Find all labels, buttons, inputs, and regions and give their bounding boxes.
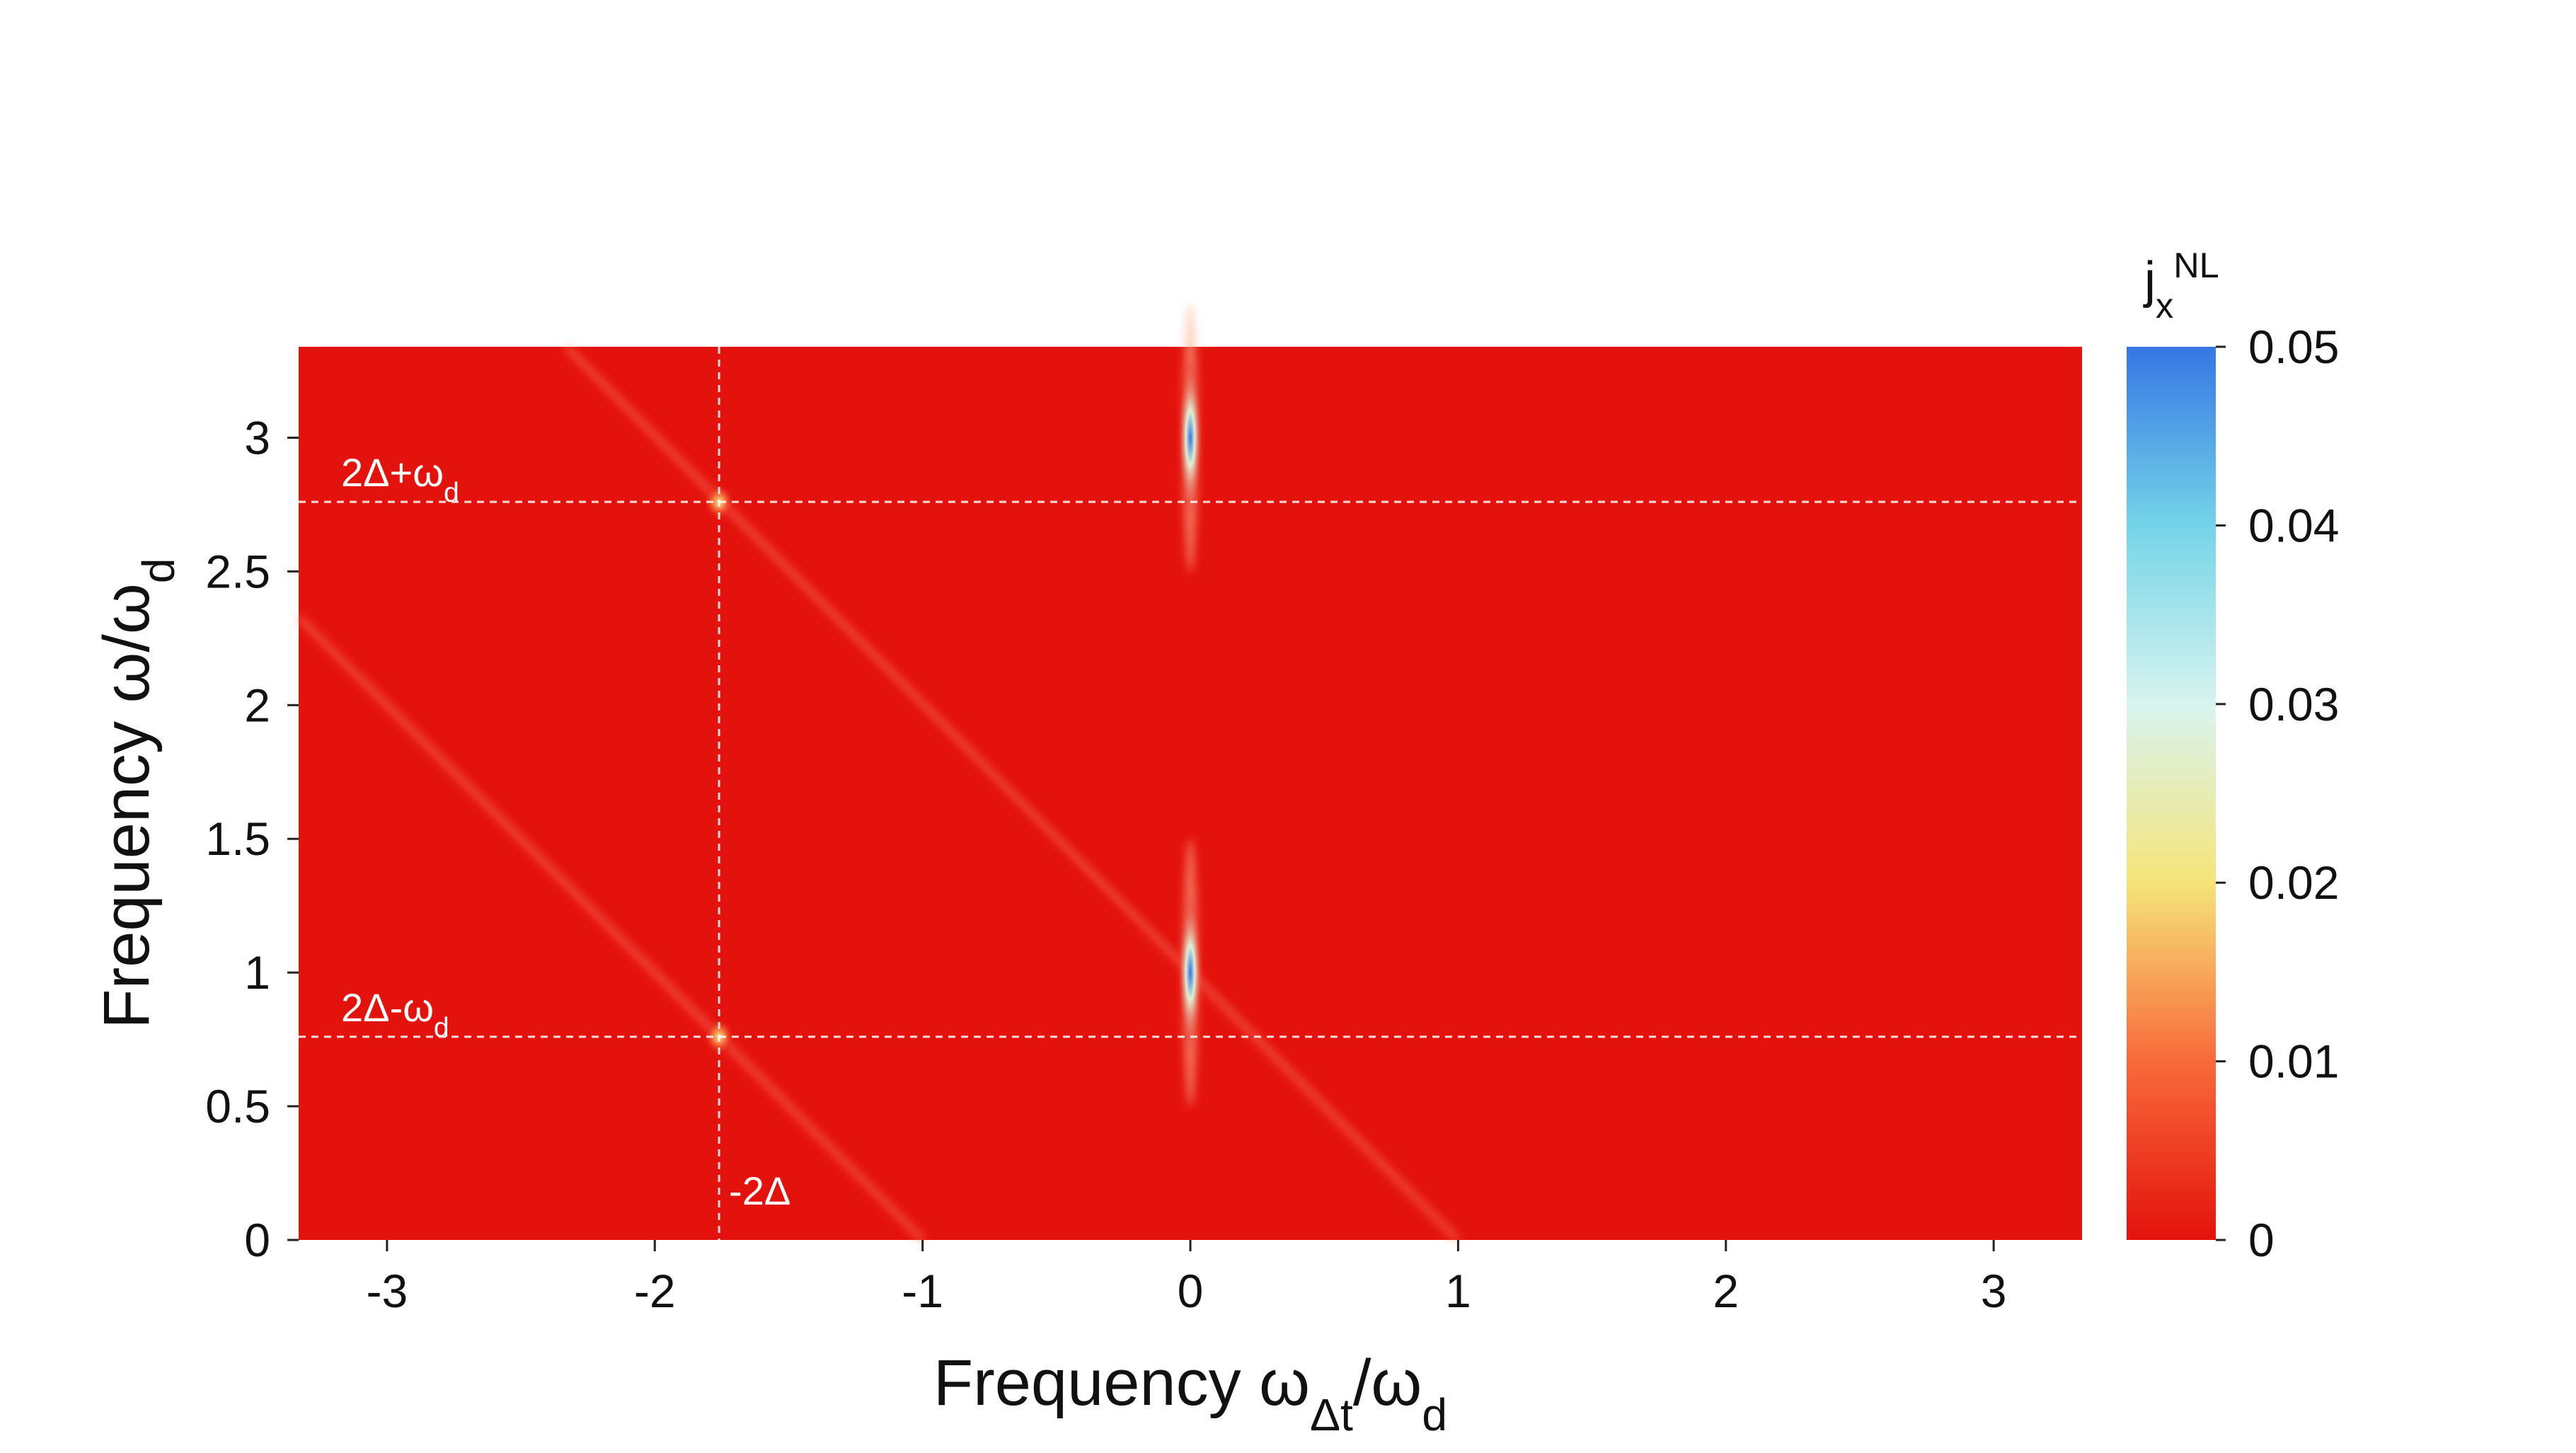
colorbar-tick-label: 0.03 bbox=[2248, 678, 2339, 730]
annotation-label: 2Δ-ωd bbox=[341, 985, 449, 1043]
y-tick-label: 3 bbox=[244, 411, 270, 464]
diagonal-streak bbox=[296, 614, 926, 1243]
annotation-label-part: -2Δ bbox=[729, 1168, 790, 1213]
colorbar-label-part: j bbox=[2143, 252, 2156, 309]
annotation-label: -2Δ bbox=[729, 1168, 790, 1213]
y-tick-label: 2 bbox=[244, 679, 270, 731]
y-axis-label-part: Frequency ω/ω bbox=[91, 583, 163, 1028]
x-tick-label: -2 bbox=[634, 1265, 676, 1317]
y-axis-label-part: d bbox=[133, 558, 184, 583]
colorbar-tick-label: 0.01 bbox=[2248, 1035, 2339, 1088]
annotation-label-part: 2Δ-ω bbox=[341, 985, 434, 1030]
x-axis-label-part: d bbox=[1422, 1389, 1447, 1440]
annotation-label-part: d bbox=[444, 478, 459, 508]
x-tick-label: -3 bbox=[367, 1265, 408, 1317]
peak bbox=[1178, 895, 1203, 1051]
y-axis-label: Frequency ω/ωd bbox=[91, 558, 184, 1028]
colorbar-tick-label: 0.04 bbox=[2248, 499, 2339, 551]
x-axis-label-part: Frequency ω bbox=[933, 1347, 1310, 1419]
annotation-label-part: d bbox=[434, 1012, 449, 1043]
annotation-label-part: 2Δ+ω bbox=[341, 450, 444, 495]
y-tick-label: 1 bbox=[244, 946, 270, 999]
colorbar-label: jxNL bbox=[2143, 245, 2219, 326]
colorbar-tick-label: 0 bbox=[2248, 1214, 2275, 1266]
colorbar-tick-label: 0.05 bbox=[2248, 321, 2339, 373]
y-tick-label: 2.5 bbox=[205, 545, 270, 597]
colorbar-label-part: NL bbox=[2173, 245, 2219, 285]
y-tick-label: 0 bbox=[244, 1214, 270, 1266]
x-axis-label-part: Δt bbox=[1310, 1389, 1353, 1440]
annotation-label: 2Δ+ωd bbox=[341, 450, 459, 508]
x-tick-label: -1 bbox=[902, 1265, 943, 1317]
colorbar bbox=[2127, 347, 2216, 1240]
x-tick-label: 0 bbox=[1178, 1265, 1204, 1317]
colorbar-label-part: x bbox=[2156, 285, 2173, 326]
x-tick-label: 1 bbox=[1445, 1265, 1471, 1317]
x-axis-label: Frequency ωΔt/ωd bbox=[933, 1347, 1447, 1440]
colorbar-tick-label: 0.02 bbox=[2248, 856, 2339, 909]
x-tick-label: 3 bbox=[1981, 1265, 2007, 1317]
x-axis-label-part: /ω bbox=[1353, 1347, 1422, 1419]
peak bbox=[1178, 360, 1203, 516]
y-tick-label: 0.5 bbox=[205, 1080, 270, 1132]
y-tick-label: 1.5 bbox=[205, 812, 270, 865]
x-tick-label: 2 bbox=[1713, 1265, 1739, 1317]
